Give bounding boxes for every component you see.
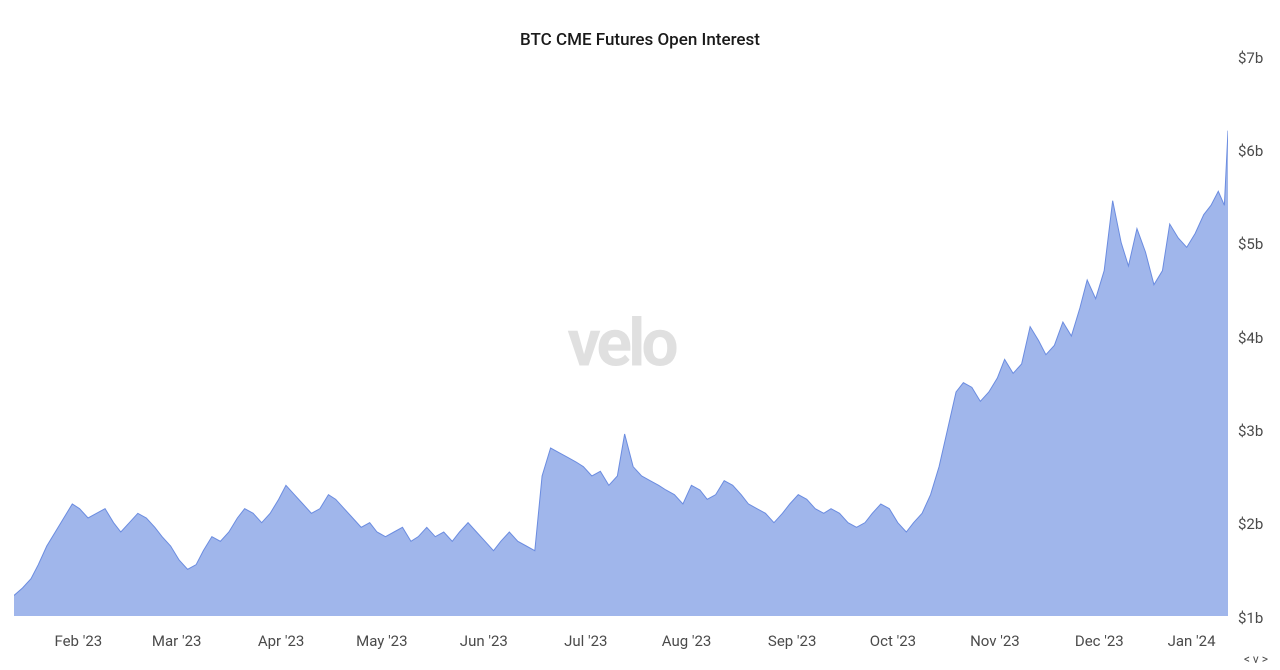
x-axis-label: Apr '23 [258, 632, 305, 650]
x-axis-label: Mar '23 [152, 632, 202, 650]
y-axis-label: $5b [1238, 235, 1263, 253]
x-axis-label: May '23 [356, 632, 407, 650]
chart-title: BTC CME Futures Open Interest [0, 30, 1280, 50]
x-axis-label: Feb '23 [54, 632, 102, 650]
x-axis-label: Oct '23 [870, 632, 916, 650]
x-axis-label: Aug '23 [662, 632, 712, 650]
x-axis-label: Sep '23 [768, 632, 817, 650]
y-axis-label: $1b [1238, 609, 1263, 627]
y-axis-label: $4b [1238, 329, 1263, 347]
chart-container: BTC CME Futures Open Interest velo < v >… [0, 0, 1280, 670]
y-axis-label: $2b [1238, 515, 1263, 533]
y-axis-label: $3b [1238, 422, 1263, 440]
area-fill [14, 131, 1228, 616]
y-axis-label: $6b [1238, 142, 1263, 160]
x-axis-label: Nov '23 [970, 632, 1020, 650]
pan-indicator: < v > [1244, 652, 1268, 666]
y-axis-label: $7b [1238, 49, 1263, 67]
x-axis-label: Jun '23 [460, 632, 508, 650]
x-axis-label: Dec '23 [1075, 632, 1124, 650]
x-axis-label: Jan '24 [1168, 632, 1216, 650]
x-axis-label: Jul '23 [564, 632, 607, 650]
area-chart-plot [14, 56, 1228, 616]
